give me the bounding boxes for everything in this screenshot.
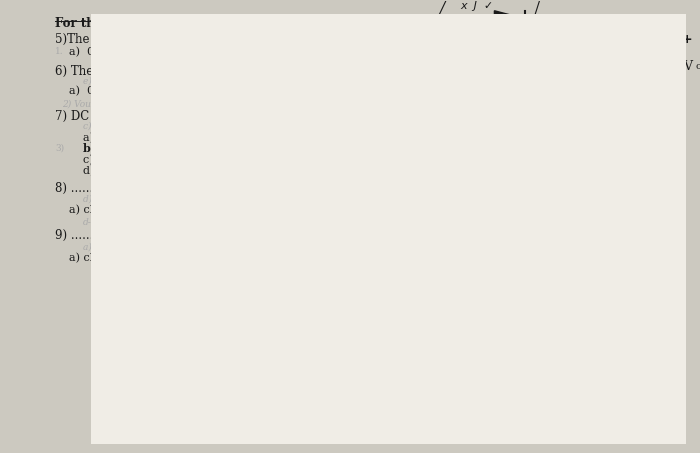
Text: d) 5 V...: d) 5 V...	[83, 194, 117, 203]
Text: 6) The value of Vo is:: 6) The value of Vo is:	[55, 65, 180, 78]
Text: e) zero: e) zero	[83, 76, 114, 85]
Text: a) clipper   b) low pass filter        c) clamper     d) FWR   e) HWR: a) clipper b) low pass filter c) clamper…	[69, 204, 430, 215]
Text: a) clipper   b) low pass filter        c) clamper     d) FWR    e) HWR: a) clipper b) low pass filter c) clamper…	[69, 253, 434, 263]
Text: 8) ................used to change the DC voltage level of the signal.: 8) ................used to change the DC…	[55, 182, 426, 195]
Text: Fig (1): Fig (1)	[548, 111, 588, 125]
Text: 2) Vout =...: 2) Vout =...	[62, 99, 113, 108]
Text: 9) ................used to limit the voltage to a certain value .: 9) ................used to limit the vol…	[55, 229, 391, 242]
Text: 3): 3)	[55, 143, 64, 152]
Text: 1K: 1K	[638, 53, 653, 62]
Text: b) Full wave rectifier, voltage regulation and Low pass filter.: b) Full wave rectifier, voltage regulati…	[83, 143, 461, 154]
Text: 5)The value of V is:: 5)The value of V is:	[55, 33, 170, 45]
Text: a)  0.5V    b) −0.2 V   c) zero    d) 1.2V    e) None: a) 0.5V b) −0.2 V c) zero d) 1.2V e) Non…	[69, 86, 342, 96]
Polygon shape	[494, 11, 526, 27]
Text: +: +	[681, 33, 692, 46]
Text: o: o	[695, 62, 700, 71]
Text: d) Full wave rectifier, Low pass filter and voltage regulation.: d) Full wave rectifier, Low pass filter …	[83, 166, 425, 176]
Text: c) into the c...: c) into the c...	[83, 122, 146, 131]
Text: a)  0.7V   b) 0.5V      c) 0.2V   d) 1.2V   e) None: a) 0.7V b) 0.5V c) 0.2V d) 1.2V e) None	[69, 47, 331, 57]
Text: a) Low pass filter, voltage regulation and full wave rectifier.: a) Low pass filter, voltage regulation a…	[83, 132, 419, 143]
Text: 0.5 V: 0.5 V	[384, 53, 411, 62]
Text: −: −	[416, 62, 428, 76]
Text: c) Low pass filter, full wave rectifier and voltage regulation.: c) Low pass filter, full wave rectifier …	[83, 154, 420, 165]
Text: +: +	[418, 43, 427, 53]
Text: 1.: 1.	[55, 47, 64, 56]
Text: d-c/...: d-c/...	[83, 218, 108, 227]
Text: x  J  ✓: x J ✓	[461, 1, 494, 11]
Text: For the circuit shown in Fig (1), the diode has Vγ = 0.7V.: For the circuit shown in Fig (1), the di…	[55, 17, 430, 29]
Bar	[657, 28, 675, 87]
Text: 7) DC power supply consist from :: 7) DC power supply consist from :	[55, 110, 258, 123]
Text: a) clipper: a) clipper	[83, 243, 127, 252]
Text: V: V	[682, 60, 692, 73]
